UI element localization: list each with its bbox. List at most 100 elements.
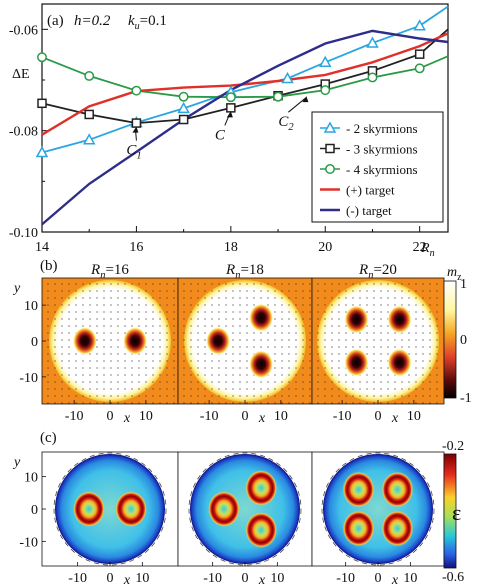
marker-triangle bbox=[413, 19, 426, 31]
spin-dot bbox=[68, 283, 70, 285]
spin-dot bbox=[138, 388, 140, 390]
mz-colorbar: mz 1 0 -1 bbox=[443, 265, 472, 406]
spin-dot bbox=[124, 395, 126, 397]
spin-dot bbox=[387, 332, 389, 334]
spin-dot bbox=[366, 332, 368, 334]
series-lines bbox=[41, 5, 449, 226]
spin-dot bbox=[387, 353, 389, 355]
spin-dot bbox=[204, 388, 206, 390]
skyrmion-ring bbox=[115, 491, 148, 527]
map-x-axis-label: x bbox=[258, 411, 266, 426]
spin-dot bbox=[190, 367, 192, 369]
spin-dot bbox=[260, 402, 262, 404]
spin-dot bbox=[267, 395, 269, 397]
spin-dot bbox=[246, 325, 248, 327]
marker-square bbox=[226, 103, 236, 113]
spin-dot bbox=[260, 388, 262, 390]
spin-dot bbox=[246, 395, 248, 397]
spin-dot bbox=[68, 290, 70, 292]
spin-dot bbox=[159, 339, 161, 341]
spin-dot bbox=[190, 283, 192, 285]
spin-dot bbox=[309, 360, 311, 362]
mz-map-2 bbox=[311, 277, 445, 405]
spin-dot bbox=[82, 374, 84, 376]
skyrmion bbox=[387, 305, 412, 334]
spin-dot bbox=[159, 332, 161, 334]
spin-dot bbox=[317, 388, 319, 390]
y-tick-label--0.10: -0.10 bbox=[9, 226, 38, 241]
spin-dot bbox=[309, 304, 311, 306]
spin-dot bbox=[309, 381, 311, 383]
spin-dot bbox=[295, 360, 297, 362]
spin-dot bbox=[218, 374, 220, 376]
spin-dot bbox=[47, 381, 49, 383]
spin-dot bbox=[345, 332, 347, 334]
spin-dot bbox=[429, 402, 431, 404]
spin-dot bbox=[138, 325, 140, 327]
spin-dot bbox=[68, 353, 70, 355]
spin-dot bbox=[331, 325, 333, 327]
skyrmion-ring bbox=[245, 469, 278, 506]
spin-dot bbox=[239, 325, 241, 327]
marker-triangle bbox=[281, 71, 294, 84]
spin-dot bbox=[380, 388, 382, 390]
spin-dot bbox=[96, 346, 98, 348]
spin-dot bbox=[197, 402, 199, 404]
spin-dot bbox=[110, 297, 112, 299]
map-x-tick-label: 10 bbox=[274, 409, 288, 424]
spin-dot bbox=[190, 374, 192, 376]
spin-dot bbox=[103, 402, 105, 404]
spin-dot bbox=[338, 367, 340, 369]
spin-dot bbox=[225, 402, 227, 404]
spin-dot bbox=[54, 402, 56, 404]
spin-dot bbox=[96, 374, 98, 376]
y-tick-label--0.06: -0.06 bbox=[9, 23, 38, 38]
spin-dot bbox=[68, 367, 70, 369]
spin-dot bbox=[75, 395, 77, 397]
spin-dot bbox=[173, 318, 175, 320]
pointer-arrowhead bbox=[226, 111, 233, 118]
spin-dot bbox=[159, 283, 161, 285]
spin-dot bbox=[47, 346, 49, 348]
skyrmion-ring bbox=[207, 491, 240, 527]
spin-dot bbox=[436, 290, 438, 292]
spin-dot bbox=[152, 388, 154, 390]
spin-dot bbox=[239, 311, 241, 313]
spin-dot bbox=[82, 395, 84, 397]
pointer-arrowhead bbox=[302, 96, 309, 103]
spin-dot bbox=[110, 367, 112, 369]
spin-dot bbox=[380, 395, 382, 397]
spin-dot bbox=[166, 311, 168, 313]
spin-dot bbox=[110, 325, 112, 327]
spin-dot bbox=[103, 374, 105, 376]
spin-dot bbox=[225, 318, 227, 320]
spin-dot bbox=[89, 367, 91, 369]
spin-dot bbox=[197, 374, 199, 376]
spin-dot bbox=[295, 367, 297, 369]
spin-dot bbox=[166, 374, 168, 376]
spin-dot bbox=[281, 297, 283, 299]
spin-dot bbox=[387, 304, 389, 306]
spin-dot bbox=[54, 318, 56, 320]
spin-dot bbox=[190, 402, 192, 404]
spin-dot bbox=[183, 367, 185, 369]
spin-dot bbox=[387, 311, 389, 313]
skyrmion bbox=[249, 303, 274, 332]
spin-dot bbox=[138, 304, 140, 306]
spin-dot bbox=[436, 353, 438, 355]
spin-dot bbox=[96, 290, 98, 292]
spin-dot bbox=[373, 395, 375, 397]
spin-dot bbox=[408, 346, 410, 348]
spin-dot bbox=[380, 325, 382, 327]
spin-dot bbox=[345, 353, 347, 355]
spin-dot bbox=[173, 402, 175, 404]
spin-dot bbox=[166, 339, 168, 341]
spin-dot bbox=[211, 318, 213, 320]
spin-dot bbox=[436, 283, 438, 285]
spin-dot bbox=[324, 353, 326, 355]
x-tick-label-20: 20 bbox=[318, 240, 332, 255]
spin-dot bbox=[211, 367, 213, 369]
spin-dot bbox=[387, 346, 389, 348]
spin-dot bbox=[295, 374, 297, 376]
spin-dot bbox=[295, 381, 297, 383]
